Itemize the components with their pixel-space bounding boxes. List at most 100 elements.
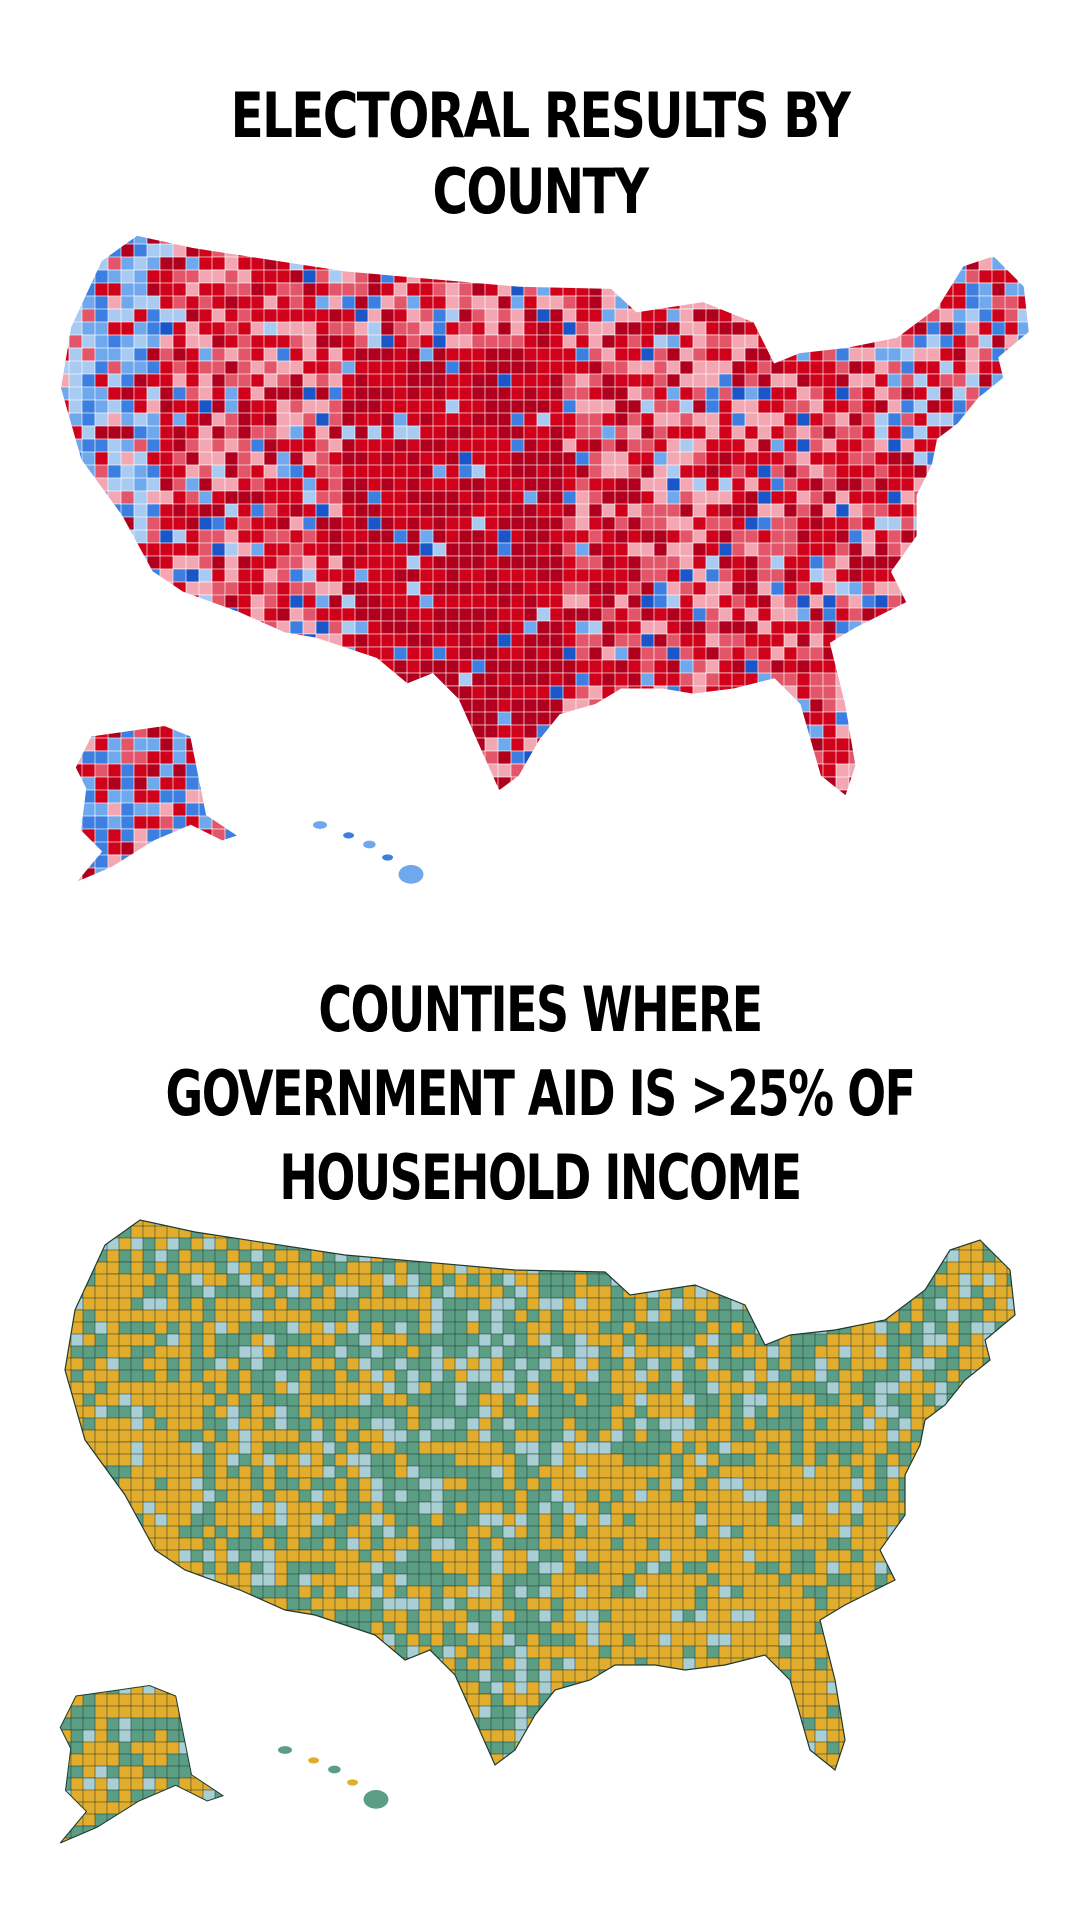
- county: [887, 581, 902, 596]
- county: [276, 789, 291, 804]
- county: [484, 235, 499, 245]
- county: [367, 269, 382, 284]
- county: [81, 659, 96, 674]
- county: [861, 776, 876, 791]
- county: [133, 711, 148, 726]
- county: [809, 711, 824, 726]
- county: [328, 477, 343, 492]
- county: [341, 256, 356, 271]
- county: [718, 763, 733, 778]
- county: [653, 750, 668, 765]
- county: [341, 737, 356, 752]
- county: [458, 815, 473, 830]
- county: [796, 386, 811, 401]
- county: [770, 282, 798, 297]
- county: [185, 477, 200, 492]
- county: [393, 750, 408, 765]
- county: [406, 516, 421, 531]
- county: [601, 235, 616, 245]
- county: [328, 542, 343, 557]
- county: [225, 218, 238, 231]
- county: [809, 477, 824, 492]
- county: [523, 490, 538, 505]
- county: [575, 477, 590, 492]
- county: [835, 347, 850, 362]
- county: [497, 880, 512, 883]
- county: [298, 1225, 324, 1239]
- county: [848, 235, 863, 245]
- county: [575, 737, 590, 752]
- county: [575, 360, 590, 375]
- county: [108, 894, 121, 907]
- county: [198, 347, 213, 362]
- county: [861, 360, 876, 375]
- county: [991, 386, 1006, 401]
- county: [94, 321, 109, 336]
- county: [341, 724, 356, 739]
- county: [133, 789, 148, 804]
- county: [120, 321, 135, 336]
- county: [874, 256, 889, 271]
- county: [68, 490, 83, 505]
- county: [991, 646, 1006, 661]
- county: [523, 243, 538, 258]
- county: [913, 633, 928, 648]
- county: [262, 1220, 276, 1227]
- county: [142, 1273, 156, 1287]
- county: [315, 698, 330, 713]
- county: [757, 568, 772, 583]
- county: [952, 235, 967, 245]
- county: [952, 399, 967, 414]
- county: [757, 373, 772, 388]
- county: [627, 711, 642, 726]
- county: [549, 802, 564, 817]
- county: [143, 1195, 155, 1202]
- county: [94, 724, 109, 739]
- county: [315, 789, 330, 804]
- county: [60, 1220, 72, 1227]
- county: [393, 425, 408, 440]
- county: [30, 751, 43, 764]
- county: [68, 516, 83, 531]
- county: [1044, 582, 1057, 595]
- county: [445, 841, 460, 856]
- county: [146, 672, 174, 687]
- county: [822, 269, 837, 284]
- county: [445, 282, 460, 297]
- county: [238, 1225, 252, 1239]
- county: [783, 438, 798, 453]
- county: [575, 880, 590, 883]
- county: [666, 607, 681, 622]
- county: [1017, 789, 1030, 804]
- county: [549, 607, 564, 622]
- county: [952, 620, 967, 635]
- county: [523, 776, 538, 791]
- county: [757, 386, 772, 401]
- county: [731, 620, 746, 635]
- county: [311, 1202, 323, 1214]
- county: [43, 881, 56, 894]
- county: [992, 215, 1005, 218]
- county: [367, 451, 382, 466]
- county: [926, 295, 941, 310]
- county: [1019, 1250, 1031, 1262]
- county: [458, 711, 473, 726]
- county: [142, 1220, 156, 1227]
- county: [432, 373, 447, 388]
- county: [887, 1202, 899, 1214]
- county: [263, 711, 278, 726]
- county: [68, 828, 83, 843]
- county: [172, 698, 187, 713]
- county: [68, 256, 83, 271]
- county: [796, 464, 811, 479]
- county: [159, 542, 174, 557]
- county: [679, 282, 694, 297]
- county: [198, 633, 213, 648]
- county: [965, 308, 980, 323]
- county: [484, 243, 499, 258]
- county: [549, 490, 564, 505]
- county: [515, 1202, 527, 1214]
- county: [406, 1261, 420, 1275]
- county: [1044, 413, 1057, 426]
- county: [874, 854, 889, 869]
